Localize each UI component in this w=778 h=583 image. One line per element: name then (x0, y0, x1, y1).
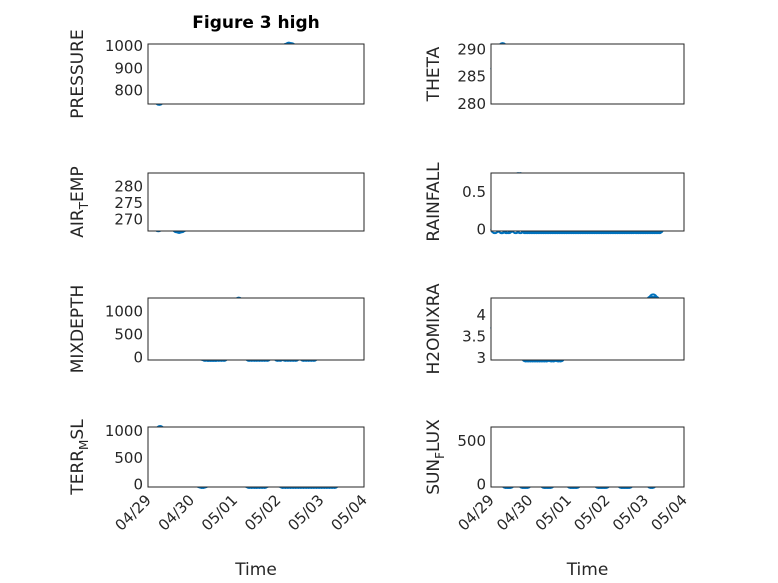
y-axis-label-main: SUN (424, 459, 444, 495)
y-axis-label-subscript: M (77, 440, 91, 450)
y-axis-label-main: AIR (68, 209, 88, 238)
axes-frame (147, 297, 365, 361)
x-tick-label: 05/02 (241, 491, 284, 534)
y-tick-label: 280 (457, 95, 486, 113)
y-tick-label: 500 (114, 449, 143, 467)
axes-frame (147, 43, 365, 105)
y-tick-label: 3.5 (462, 327, 486, 345)
y-tick-label: 270 (114, 210, 143, 228)
y-tick-label: 500 (114, 325, 143, 343)
y-tick-label: 4 (476, 306, 486, 324)
subplot-rainfall: 0 0.5 RAINFALL (424, 162, 685, 242)
y-axis-label: RAINFALL (424, 162, 444, 242)
x-axis-label: Time (566, 560, 609, 580)
axes-frame (490, 172, 685, 232)
subplot-mixdepth: 0 500 1000 MIXDEPTH (68, 285, 365, 374)
x-tick-label: 04/30 (493, 491, 536, 534)
y-axis-label: PRESSURE (68, 29, 88, 118)
y-tick-label: 0 (476, 220, 486, 238)
x-tick-label: 04/29 (455, 491, 498, 534)
y-tick-label: 1000 (105, 303, 143, 321)
x-tick-label: 05/04 (648, 491, 691, 534)
y-tick-label: 290 (457, 40, 486, 58)
y-tick-label: 800 (114, 82, 143, 100)
y-axis-label: AIRTEMP (68, 166, 91, 237)
y-axis-label: TERRMSL (68, 419, 91, 496)
x-tick-label: 05/04 (328, 491, 371, 534)
y-axis-label-main: RAINFALL (424, 162, 444, 242)
axes-frame (147, 426, 365, 488)
y-tick-label: 500 (457, 432, 486, 450)
y-axis-label: THETA (424, 46, 444, 102)
figure-title: Figure 3 high (192, 13, 320, 33)
axes-frame (490, 43, 685, 105)
x-tick-label: 05/01 (532, 491, 575, 534)
axes-frame (490, 426, 685, 488)
subplot-theta: 280 285 290 THETA (424, 40, 685, 113)
subplot-terr: 0 500 1000 04/29 04/30 05/01 05/02 05/03 05/04 Ti… (68, 419, 371, 580)
y-axis-label-main: MIXDEPTH (68, 285, 88, 374)
y-tick-label: 1000 (105, 422, 143, 440)
x-tick-label: 05/03 (609, 491, 652, 534)
y-tick-label: 3 (476, 349, 486, 367)
x-tick-label: 05/01 (198, 491, 241, 534)
x-tick-label: 04/29 (112, 491, 155, 534)
x-axis-label: Time (234, 560, 277, 580)
subplot-h2omixra: 3 3.5 4 H2OMIXRA (424, 283, 685, 375)
axes-frame (490, 297, 685, 361)
axes-frame (147, 172, 365, 232)
y-tick-label: 1000 (105, 37, 143, 55)
y-axis-label-tail: EMP (68, 166, 88, 202)
subplot-pressure: 800 900 1000 PRESSURE (68, 29, 365, 119)
y-axis-label-subscript: T (77, 201, 91, 210)
x-tick-label: 05/03 (284, 491, 327, 534)
y-axis-label-tail: LUX (424, 419, 444, 452)
y-tick-label: 0.5 (462, 183, 486, 201)
y-tick-label: 285 (457, 68, 486, 86)
y-axis-label: H2OMIXRA (424, 283, 444, 374)
y-axis-label-subscript: F (433, 452, 447, 459)
y-axis-label-main: THETA (424, 46, 444, 102)
y-tick-label: 275 (114, 194, 143, 212)
y-axis-label: MIXDEPTH (68, 285, 88, 374)
y-tick-label: 900 (114, 59, 143, 77)
y-tick-label: 280 (114, 177, 143, 195)
y-tick-label: 0 (476, 475, 486, 493)
x-tick-label: 04/30 (155, 491, 198, 534)
y-axis-label-tail: SL (68, 419, 88, 440)
y-axis-label-main: H2OMIXRA (424, 283, 444, 374)
y-axis-label-main: PRESSURE (68, 29, 88, 118)
y-tick-label: 0 (133, 475, 143, 493)
y-tick-label: 0 (133, 348, 143, 366)
y-axis-label: SUNFLUX (424, 419, 447, 495)
y-axis-label-main: TERR (68, 450, 88, 496)
x-tick-label: 05/02 (570, 491, 613, 534)
